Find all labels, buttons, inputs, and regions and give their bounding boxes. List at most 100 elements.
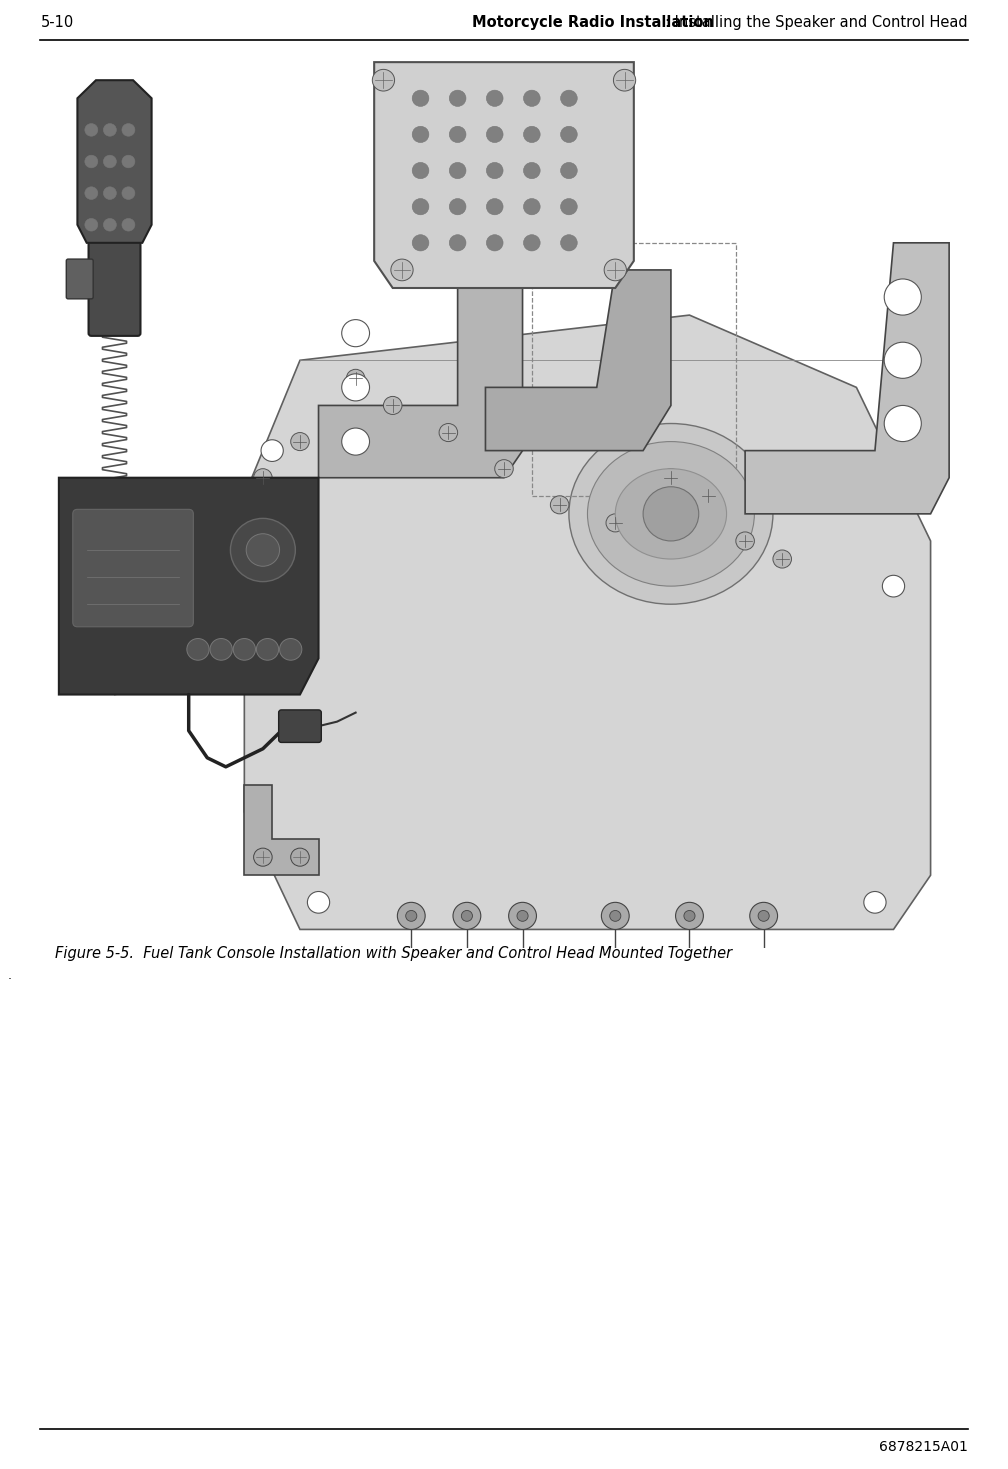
Circle shape [391, 259, 413, 281]
Polygon shape [486, 270, 671, 451]
Text: 6878215A01: 6878215A01 [879, 1440, 968, 1454]
Circle shape [397, 902, 425, 930]
Circle shape [85, 123, 98, 137]
Circle shape [246, 533, 279, 566]
Circle shape [450, 126, 466, 142]
Circle shape [736, 532, 754, 549]
Circle shape [560, 90, 578, 106]
Text: : Installing the Speaker and Control Head: : Installing the Speaker and Control Hea… [665, 15, 968, 29]
Circle shape [342, 373, 370, 401]
Circle shape [462, 911, 473, 921]
Circle shape [412, 198, 428, 214]
Circle shape [104, 156, 116, 167]
Polygon shape [244, 316, 930, 930]
Circle shape [412, 90, 428, 106]
Text: 5-10: 5-10 [40, 15, 74, 29]
Circle shape [290, 432, 309, 451]
Circle shape [122, 123, 135, 137]
Circle shape [750, 902, 777, 930]
Text: Figure 5-5.  Fuel Tank Console Installation with Speaker and Control Head Mounte: Figure 5-5. Fuel Tank Console Installati… [55, 946, 733, 961]
Circle shape [487, 163, 503, 179]
Circle shape [560, 198, 578, 214]
Circle shape [517, 911, 528, 921]
Circle shape [104, 219, 116, 231]
Bar [532, 242, 736, 497]
Circle shape [122, 156, 135, 167]
Circle shape [606, 514, 625, 532]
Circle shape [683, 911, 696, 921]
Circle shape [560, 126, 578, 142]
Ellipse shape [569, 423, 773, 604]
Circle shape [643, 486, 699, 541]
Circle shape [372, 69, 394, 91]
Circle shape [342, 427, 370, 455]
Circle shape [439, 423, 458, 442]
Circle shape [610, 911, 621, 921]
Circle shape [412, 126, 428, 142]
Circle shape [602, 902, 629, 930]
Circle shape [450, 90, 466, 106]
Ellipse shape [615, 469, 727, 560]
Circle shape [495, 460, 513, 477]
FancyBboxPatch shape [89, 239, 140, 336]
Polygon shape [374, 62, 634, 288]
Circle shape [699, 486, 718, 505]
Circle shape [450, 235, 466, 251]
Polygon shape [244, 784, 319, 876]
Circle shape [487, 90, 503, 106]
Circle shape [307, 892, 330, 914]
Polygon shape [745, 242, 950, 514]
Circle shape [122, 219, 135, 231]
Circle shape [412, 235, 428, 251]
Circle shape [210, 639, 232, 660]
Circle shape [186, 639, 209, 660]
Circle shape [604, 259, 626, 281]
FancyBboxPatch shape [67, 259, 93, 298]
Text: Motorcycle Radio Installation: Motorcycle Radio Installation [472, 15, 714, 29]
Circle shape [104, 123, 116, 137]
Circle shape [884, 405, 921, 442]
Circle shape [450, 198, 466, 214]
Circle shape [256, 639, 278, 660]
Text: .: . [8, 970, 12, 981]
Polygon shape [58, 477, 319, 695]
Circle shape [487, 126, 503, 142]
Circle shape [523, 235, 540, 251]
Circle shape [864, 892, 886, 914]
Circle shape [523, 198, 540, 214]
Circle shape [675, 902, 704, 930]
Circle shape [560, 163, 578, 179]
Circle shape [412, 163, 428, 179]
Circle shape [487, 198, 503, 214]
Circle shape [523, 126, 540, 142]
Circle shape [560, 235, 578, 251]
Circle shape [231, 519, 295, 582]
Polygon shape [319, 207, 522, 477]
Circle shape [614, 69, 636, 91]
Circle shape [523, 90, 540, 106]
Circle shape [450, 163, 466, 179]
Circle shape [104, 187, 116, 200]
Circle shape [509, 902, 536, 930]
Circle shape [233, 639, 255, 660]
Circle shape [487, 235, 503, 251]
Circle shape [383, 397, 402, 414]
Circle shape [85, 187, 98, 200]
Circle shape [523, 163, 540, 179]
Circle shape [122, 187, 135, 200]
Circle shape [773, 549, 791, 569]
Circle shape [550, 497, 569, 514]
FancyBboxPatch shape [278, 710, 322, 742]
Circle shape [254, 469, 272, 486]
Circle shape [405, 911, 417, 921]
Bar [40, 44, 968, 948]
FancyBboxPatch shape [73, 510, 194, 627]
Circle shape [254, 848, 272, 867]
Circle shape [661, 469, 680, 486]
Circle shape [85, 219, 98, 231]
Circle shape [290, 848, 309, 867]
Circle shape [261, 439, 283, 461]
Ellipse shape [588, 442, 754, 586]
Circle shape [884, 279, 921, 314]
Circle shape [342, 320, 370, 347]
